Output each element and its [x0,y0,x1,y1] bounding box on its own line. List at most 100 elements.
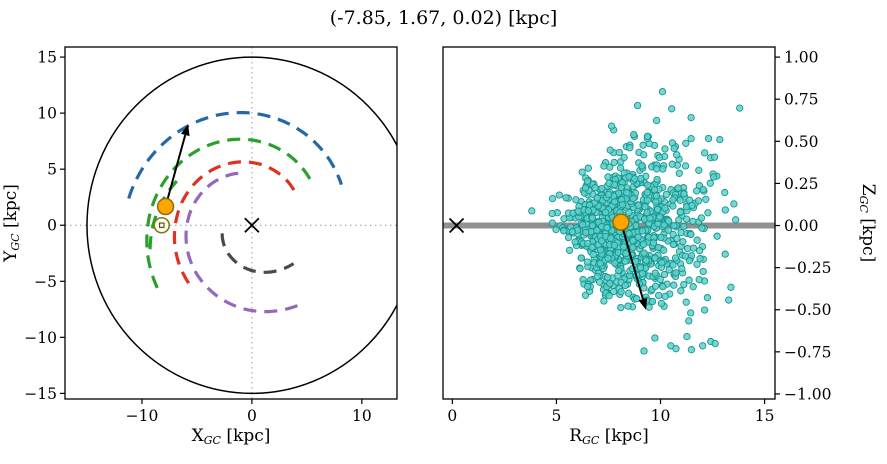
sample-point [643,132,652,140]
sample-point [528,207,536,215]
sample-point [617,303,625,312]
sample-point [604,190,613,199]
sample-point [572,196,580,204]
x-tick-label: 5 [552,407,562,425]
galactic-disk-outline [86,56,397,395]
sample-point [638,227,647,235]
sample-point [668,105,676,113]
x-tick-label: −10 [126,407,159,425]
sample-point [629,194,637,203]
sample-point [645,303,653,311]
sample-point [680,222,688,231]
sample-point [607,122,616,130]
sample-point [699,342,707,350]
sample-point [669,261,677,269]
outer-arm-blue [127,111,343,200]
sample-point [664,226,672,234]
sample-point [662,190,671,199]
sample-point [548,194,557,203]
sample-point [595,278,604,286]
sample-point [679,238,687,246]
sample-point [603,224,611,232]
sample-point [658,88,667,96]
sample-point [652,192,661,200]
sample-point [638,162,646,170]
sample-point [674,184,682,192]
sample-point [702,195,710,203]
sample-point [660,246,668,254]
y-axis-label-right: ZGC [kpc] [857,184,878,262]
sample-point [682,139,690,147]
sample-point [617,288,625,296]
sample-point [583,177,592,185]
sample-point [601,208,610,216]
galactic-center-x [448,217,465,234]
x-axis-label: XGC [kpc] [192,426,271,447]
sample-point [660,221,668,229]
sample-point [582,228,590,237]
sample-point [639,240,648,248]
sample-point [577,254,585,262]
sample-point [655,153,664,162]
sample-point [652,116,661,125]
y-tick-label: −5 [34,273,57,291]
sample-point [634,201,643,209]
sample-point [695,275,703,284]
arm-red [172,160,297,285]
sample-point [625,208,633,217]
y-tick-label: −10 [24,329,57,347]
sample-point [571,238,579,246]
sample-point [693,236,701,244]
sample-point [584,164,592,172]
x-tick-label: 0 [447,407,457,425]
sample-point [685,317,693,325]
sample-point [583,258,592,266]
sample-point [626,144,634,152]
x-tick-label: 10 [651,407,671,425]
sample-point [618,201,627,209]
arm-gray [220,233,295,274]
sample-point [621,281,629,290]
figure-title: (-7.85, 1.67, 0.02) [kpc] [329,7,558,29]
sample-point [669,196,677,204]
y-tick-label: 0.50 [784,133,819,151]
xy-panel: −10 0 10 15 10 5 0 −5 −10 −15 XGC [kpc] YGC [kpc] [1,46,398,447]
sample-point [665,217,673,225]
sample-point [621,257,629,265]
sample-point [659,165,667,173]
sample-point [694,197,703,205]
x-axis-label: RGC [kpc] [569,426,648,447]
sample-point [598,237,606,245]
sample-point [661,204,669,212]
sample-point [670,144,678,153]
sample-point [548,219,557,227]
sample-point [730,200,738,208]
sample-point [584,207,593,215]
sample-point [552,225,560,234]
sample-point [604,254,612,262]
axes-frame [64,46,398,400]
sample-point [583,282,592,291]
sample-point [644,181,652,189]
sample-point [673,234,681,243]
sample-point [682,215,691,223]
sample-point [600,162,608,170]
sample-point [560,227,568,235]
sample-point [700,306,709,314]
sample-point [706,179,714,187]
sample-point [710,173,718,181]
sample-point [658,259,666,267]
sample-point [643,188,651,197]
sample-point [631,175,639,183]
sample-point [704,134,713,143]
sample-point [634,233,642,241]
sample-point [687,230,695,239]
sample-point [653,205,662,214]
sample-point [555,191,563,199]
sample-point [682,298,690,306]
sample-point [633,295,641,303]
sample-point [625,229,633,238]
object-marker [612,213,630,231]
sample-point [630,130,638,139]
sample-point [638,269,647,278]
